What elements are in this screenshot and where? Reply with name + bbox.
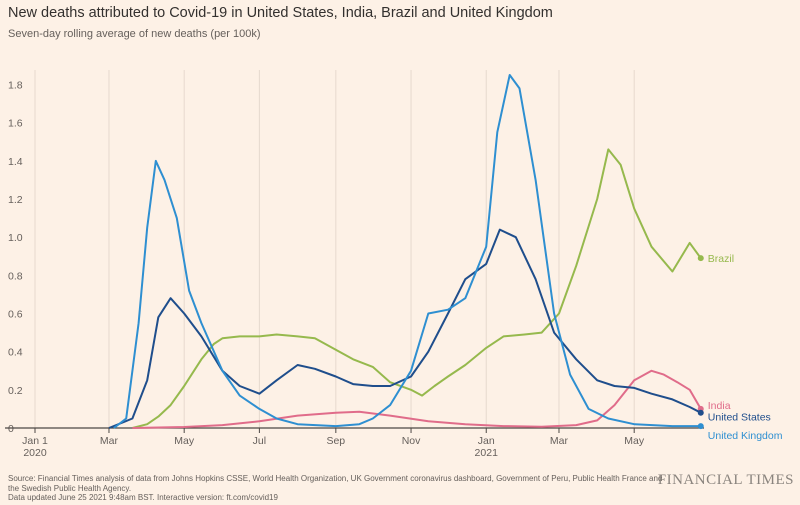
- series-line-united-kingdom: [113, 74, 701, 429]
- series-end-dot-united-kingdom: [697, 423, 704, 430]
- y-tick-label: 1.2: [8, 194, 23, 206]
- series-line-united-states: [108, 228, 702, 429]
- source-line-1: Source: Financial Times analysis of data…: [8, 474, 663, 483]
- series-label-india: India: [708, 400, 731, 412]
- y-tick-label: 1.0: [8, 232, 23, 244]
- series-end-dot-brazil: [697, 255, 704, 262]
- financial-times-logo: FINANCIAL TIMES: [657, 472, 794, 488]
- source-note: Source: Financial Times analysis of data…: [8, 474, 663, 503]
- chart-subtitle: Seven-day rolling average of new deaths …: [8, 28, 261, 40]
- x-tick-label: Jan: [478, 435, 495, 447]
- x-tick-label: Mar: [100, 435, 119, 447]
- x-tick-label: May: [174, 435, 195, 447]
- updated-note: Data updated June 25 2021 9:48am BST. In…: [8, 493, 278, 502]
- chart-title: New deaths attributed to Covid-19 in Uni…: [8, 5, 553, 21]
- y-tick-label: 0.4: [8, 347, 23, 359]
- y-tick-label: 0.6: [8, 309, 23, 321]
- x-tick-label: Jan 1: [22, 435, 48, 447]
- source-line-2: the Swedish Public Health Agency.: [8, 483, 132, 493]
- x-tick-label: Mar: [550, 435, 569, 447]
- y-tick-label: 0: [8, 423, 14, 435]
- y-tick-label: 1.4: [8, 156, 23, 168]
- series-label-united-states: United States: [708, 412, 771, 424]
- y-tick-label: 1.6: [8, 118, 23, 130]
- y-tick-label: 0.2: [8, 385, 23, 397]
- series-label-united-kingdom: United Kingdom: [708, 430, 783, 442]
- x-tick-label: Sep: [326, 435, 345, 447]
- x-tick-label: Nov: [402, 435, 421, 447]
- series-label-brazil: Brazil: [708, 253, 734, 265]
- x-tick-label: May: [624, 435, 645, 447]
- x-tick-sublabel: 2020: [23, 447, 47, 459]
- series-line-india: [132, 369, 702, 429]
- series-end-dot-united-states: [697, 409, 704, 416]
- x-tick-label: Jul: [253, 435, 266, 447]
- y-tick-label: 1.8: [8, 80, 23, 92]
- y-tick-label: 0.8: [8, 270, 23, 282]
- x-tick-sublabel: 2021: [475, 447, 499, 459]
